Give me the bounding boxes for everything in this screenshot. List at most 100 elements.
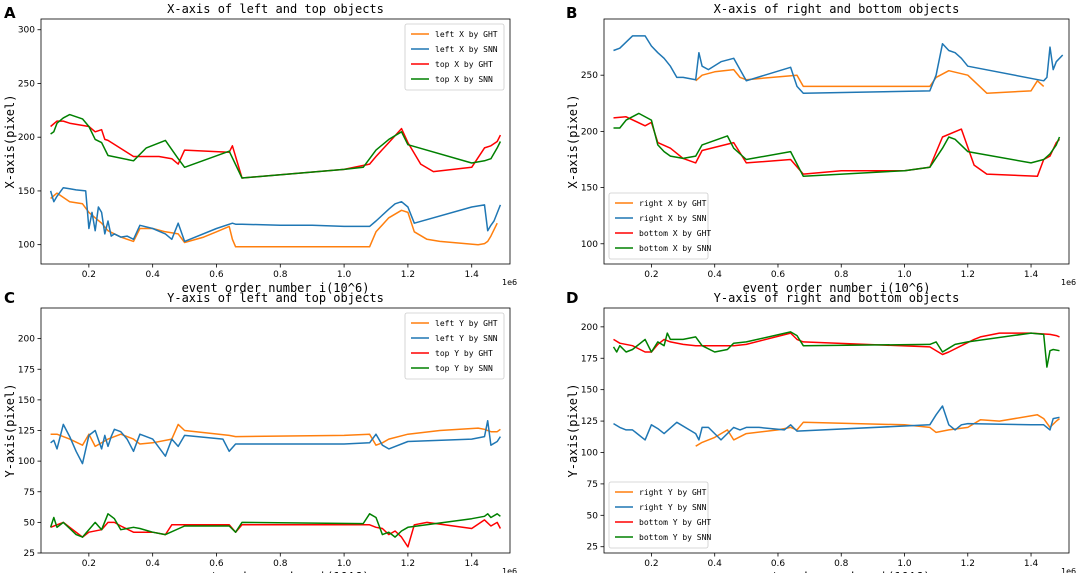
series-line-left-y-by-ght — [50, 423, 501, 448]
y-tick-label: 50 — [24, 518, 36, 528]
series-line-top-y-by-snn — [49, 513, 501, 538]
series-line-bottom-x-by-ght — [613, 116, 1061, 178]
chart-title: Y-axis of left and top objects — [167, 291, 384, 305]
plot-area — [49, 113, 502, 248]
y-tick-label: 200 — [18, 133, 35, 143]
legend-entry: top X by SNN — [435, 75, 493, 84]
y-tick-label: 150 — [581, 184, 598, 194]
y-tick-label: 100 — [581, 448, 598, 458]
y-tick-label: 200 — [18, 335, 35, 345]
series-line-bottom-y-by-ght — [613, 332, 1060, 356]
legend-entry: left Y by GHT — [435, 319, 498, 328]
y-tick-label: 150 — [18, 396, 35, 406]
x-multiplier-label: 1e6 — [1061, 567, 1076, 573]
legend-entry: top X by GHT — [435, 60, 493, 69]
series-line-top-x-by-snn — [50, 113, 502, 179]
x-axis-label: event order number i(10^6) — [182, 281, 370, 295]
x-tick-label: 1.0 — [337, 559, 352, 569]
x-tick-label: 1.4 — [1024, 559, 1039, 569]
x-axis-label: event order number i(10^6) — [182, 570, 370, 573]
x-tick-label: 0.6 — [771, 270, 786, 280]
x-tick-label: 0.8 — [834, 270, 849, 280]
x-tick-label: 0.4 — [146, 559, 161, 569]
x-tick-label: 0.4 — [708, 270, 723, 280]
series-line-left-x-by-ght — [50, 192, 498, 248]
panel-letter: D — [566, 289, 578, 307]
series-line-left-x-by-snn — [49, 186, 502, 243]
chart-title: Y-axis of right and bottom objects — [714, 291, 960, 305]
y-tick-label: 175 — [18, 365, 35, 375]
y-tick-label: 200 — [581, 323, 598, 333]
legend-box — [608, 481, 709, 549]
legend-box — [608, 192, 709, 260]
legend-box — [404, 312, 505, 380]
x-axis-label: event order number i(10^6) — [743, 281, 931, 295]
x-tick-label: 1.4 — [465, 559, 480, 569]
legend-entry: bottom Y by SNN — [639, 533, 711, 542]
y-tick-label: 25 — [587, 543, 598, 553]
x-tick-label: 1.2 — [401, 270, 415, 280]
chart-panel-d: D Y-axis of right and bottom objects 0.2 0.… — [566, 289, 1076, 573]
series-line-top-x-by-ght — [50, 120, 502, 179]
x-tick-label: 1.4 — [465, 270, 480, 280]
x-tick-label: 0.4 — [146, 270, 161, 280]
panel-letter: C — [4, 289, 15, 307]
y-tick-label: 250 — [18, 79, 35, 89]
y-tick-label: 100 — [18, 457, 35, 467]
x-tick-label: 0.2 — [644, 559, 658, 569]
y-tick-label: 75 — [24, 488, 35, 498]
x-tick-label: 1.0 — [337, 270, 352, 280]
panel-letter: A — [4, 4, 16, 22]
legend: left X by GHT left X by SNN top X by GHT to… — [404, 23, 505, 91]
legend-entry: right Y by GHT — [639, 488, 707, 497]
chart-panel-b: B X-axis of right and bottom objects 0.2 0.… — [566, 2, 1076, 295]
y-axis-label: Y-axis(pixel) — [566, 384, 580, 478]
legend-entry: left X by GHT — [435, 30, 498, 39]
legend-entry: bottom X by SNN — [639, 244, 711, 253]
legend-entry: right X by SNN — [639, 214, 707, 223]
series-line-right-x-by-snn — [613, 35, 1064, 94]
x-tick-label: 0.8 — [273, 270, 288, 280]
chart-title: X-axis of right and bottom objects — [714, 2, 960, 16]
x-tick-label: 0.4 — [708, 559, 723, 569]
chart-panel-a: A X-axis of left and top objects 0.2 0.4 0.6… — [3, 2, 517, 295]
y-tick-label: 150 — [18, 187, 35, 197]
y-tick-label: 100 — [581, 240, 598, 250]
y-axis-label: X-axis(pixel) — [566, 95, 580, 189]
x-tick-label: 0.2 — [82, 559, 96, 569]
x-tick-label: 1.2 — [961, 270, 975, 280]
series-line-right-y-by-snn — [613, 405, 1060, 441]
y-axis-label: Y-axis(pixel) — [3, 384, 17, 478]
series-line-right-x-by-ght — [695, 68, 1045, 94]
series-line-left-y-by-snn — [50, 419, 502, 465]
y-tick-label: 125 — [18, 427, 35, 437]
y-tick-label: 250 — [581, 71, 598, 81]
legend: right Y by GHT right Y by SNN bottom Y by … — [608, 481, 711, 549]
x-tick-label: 1.2 — [961, 559, 975, 569]
y-tick-label: 175 — [581, 354, 598, 364]
legend-entry: left X by SNN — [435, 45, 498, 54]
x-tick-label: 1.0 — [897, 559, 912, 569]
x-multiplier-label: 1e6 — [1061, 278, 1076, 287]
plot-area — [49, 419, 502, 548]
x-tick-label: 0.2 — [644, 270, 658, 280]
x-tick-label: 0.6 — [209, 270, 224, 280]
legend-entry: top Y by GHT — [435, 349, 493, 358]
x-tick-label: 0.2 — [82, 270, 96, 280]
y-tick-label: 25 — [24, 549, 35, 559]
y-tick-label: 150 — [581, 386, 598, 396]
legend-entry: left Y by SNN — [435, 334, 498, 343]
legend-entry: right Y by SNN — [639, 503, 707, 512]
x-tick-label: 1.4 — [1024, 270, 1039, 280]
series-line-bottom-y-by-snn — [612, 331, 1060, 368]
y-axis-label: X-axis(pixel) — [3, 95, 17, 189]
x-tick-label: 0.8 — [273, 559, 288, 569]
y-tick-label: 300 — [18, 26, 35, 36]
y-tick-label: 200 — [581, 127, 598, 137]
x-multiplier-label: 1e6 — [502, 567, 517, 573]
legend: left Y by GHT left Y by SNN top Y by GHT to… — [404, 312, 505, 380]
legend-entry: bottom X by GHT — [639, 229, 711, 238]
legend: right X by GHT right X by SNN bottom X by … — [608, 192, 711, 260]
x-tick-label: 1.0 — [897, 270, 912, 280]
